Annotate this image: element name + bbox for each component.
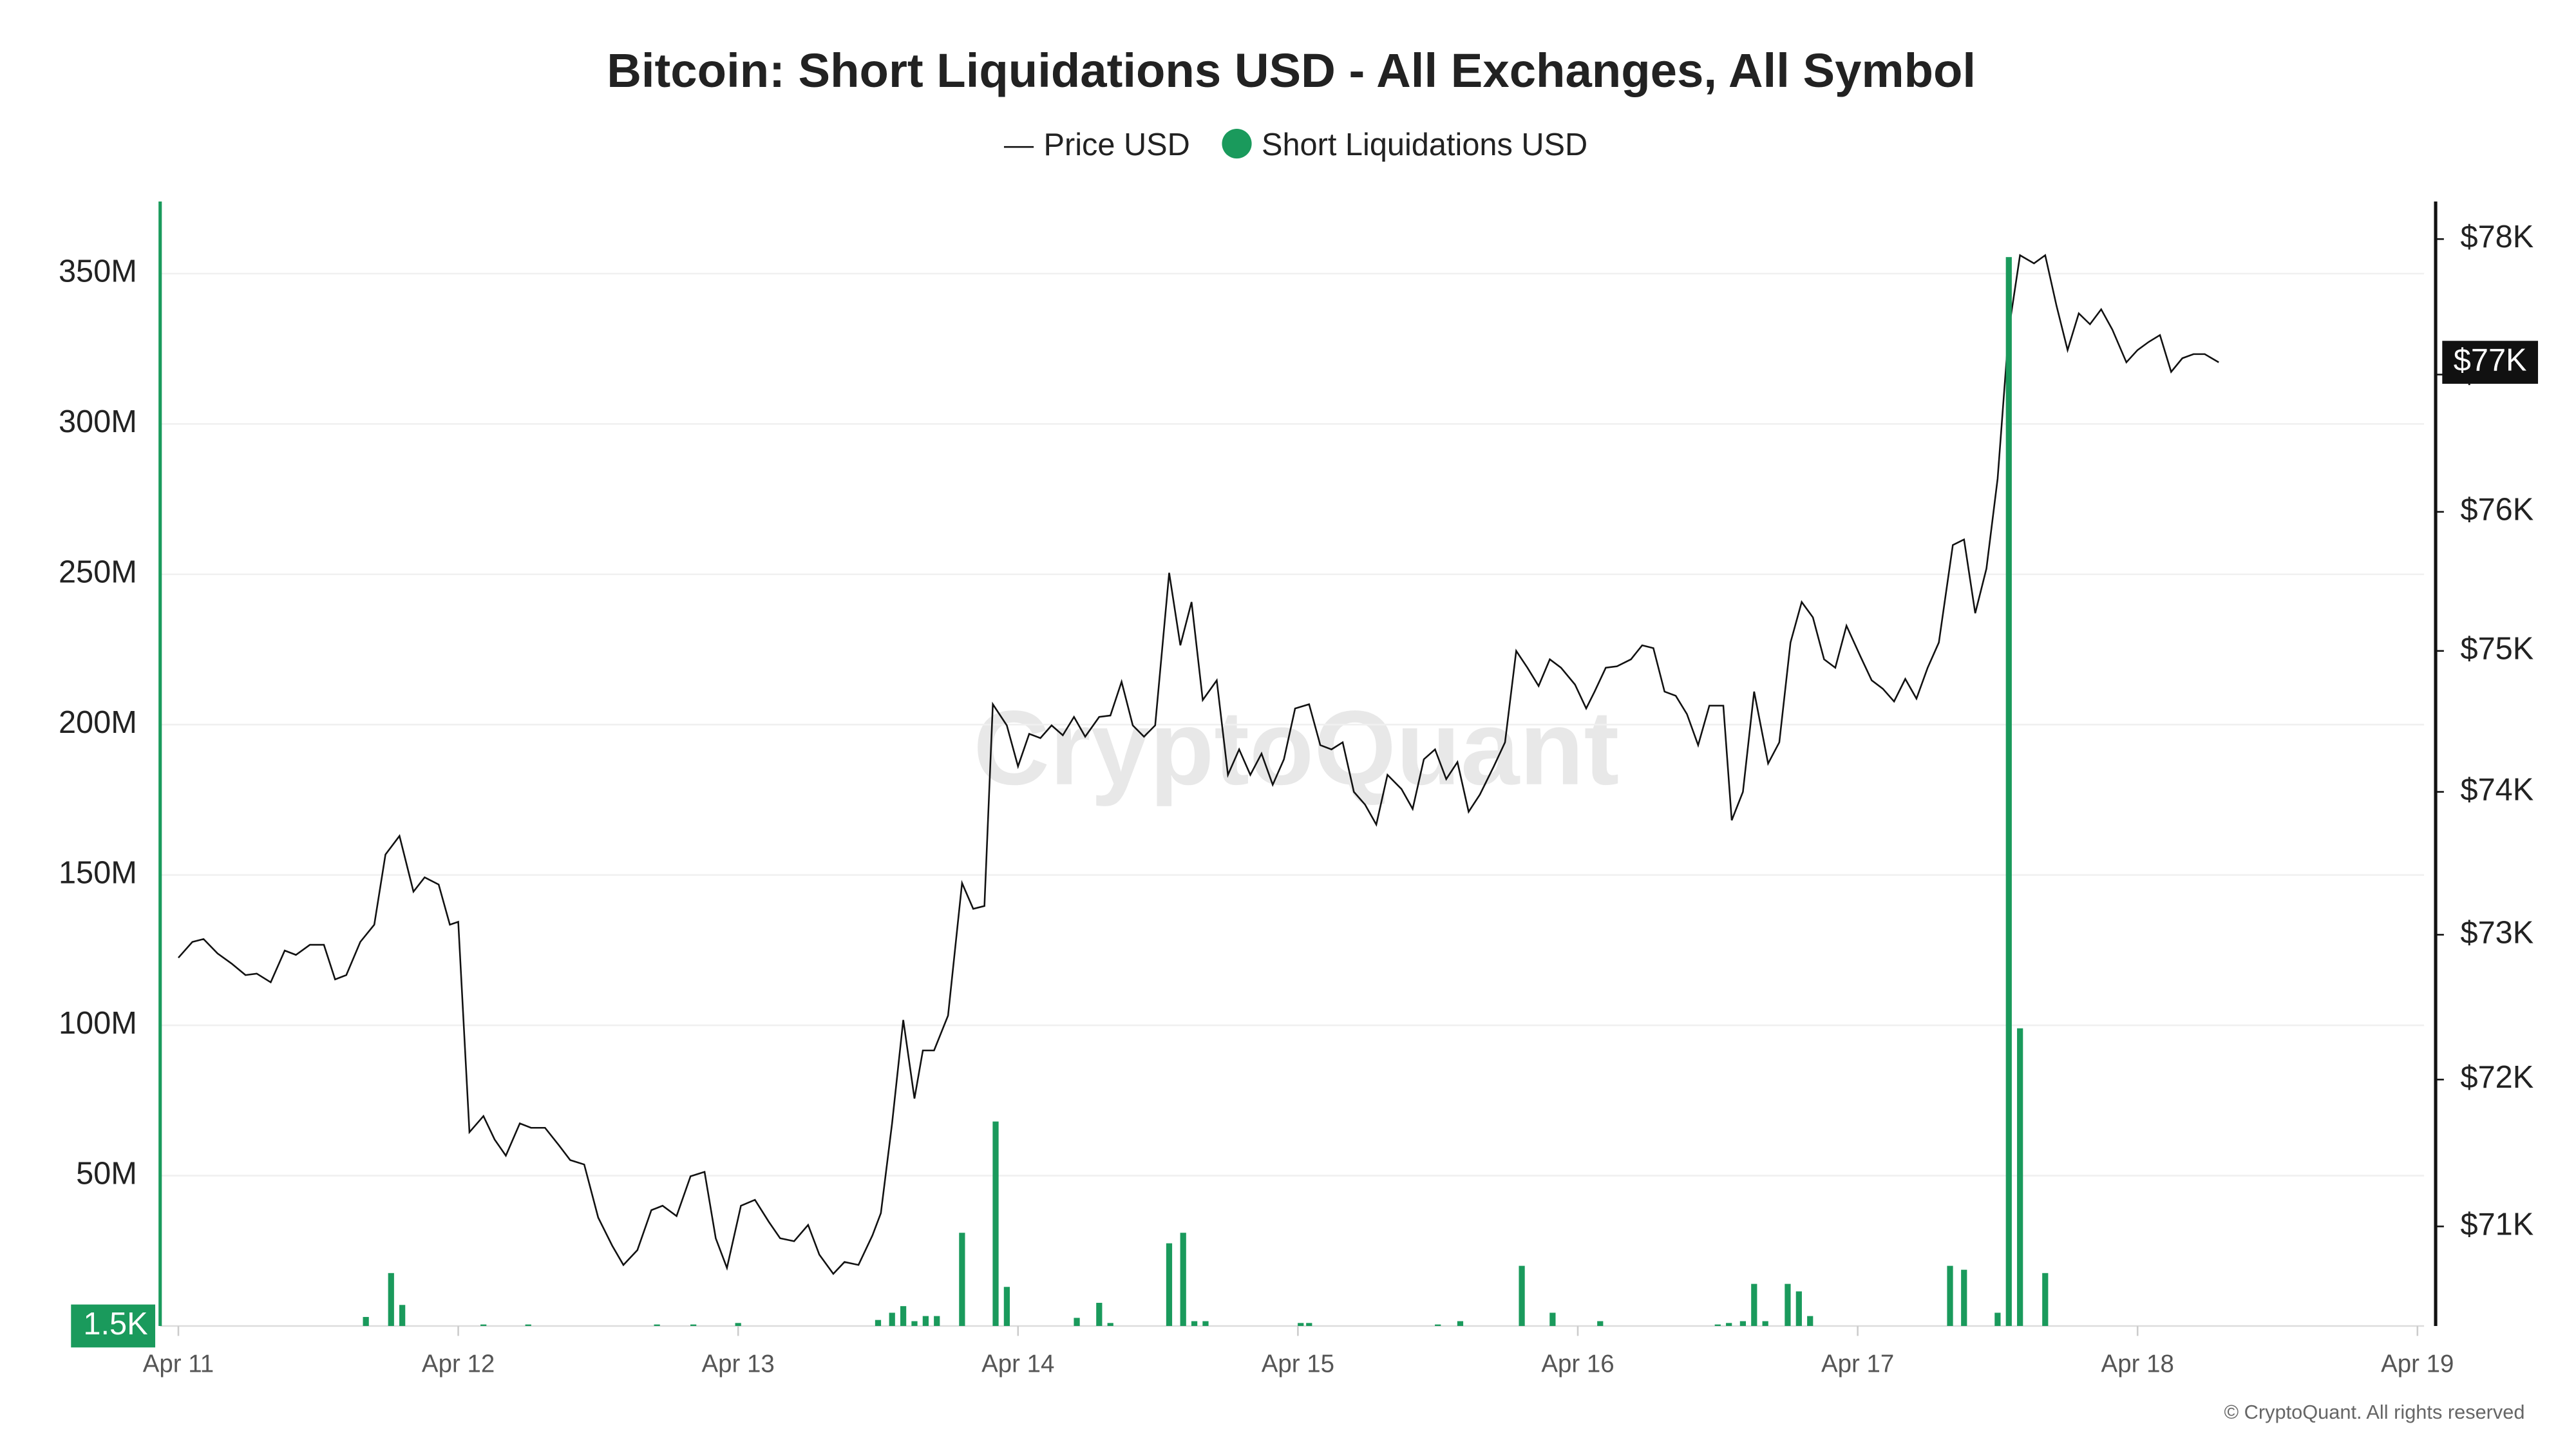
y2-tick-label: $74K <box>2461 772 2534 807</box>
bar <box>363 1316 369 1326</box>
y-tick-label: 250M <box>59 555 137 590</box>
x-tick-label: Apr 19 <box>2381 1350 2454 1378</box>
legend: Price USD Short Liquidations USD <box>1003 128 1587 162</box>
chart-title: Bitcoin: Short Liquidations USD - All Ex… <box>607 44 1976 97</box>
bar <box>1306 1323 1312 1326</box>
bar <box>1714 1324 1721 1326</box>
bar <box>1785 1283 1791 1326</box>
bar <box>399 1305 406 1326</box>
y2-tick-label: $75K <box>2461 632 2534 667</box>
bar <box>2042 1273 2049 1326</box>
bar <box>480 1324 487 1326</box>
bar <box>1180 1233 1186 1326</box>
bar <box>690 1324 697 1326</box>
last-value-label: 1.5K <box>83 1307 147 1341</box>
last-value-box <box>71 1304 156 1348</box>
bar <box>1739 1321 1747 1326</box>
y-tick-label: 100M <box>59 1006 137 1041</box>
bar <box>2005 257 2012 1326</box>
y-tick-label: 350M <box>59 254 137 289</box>
legend-label: Price USD <box>1044 128 1190 162</box>
bar <box>1807 1316 1814 1326</box>
y-tick-label: 300M <box>59 404 137 439</box>
bar <box>911 1321 918 1326</box>
bar <box>1597 1321 1604 1326</box>
x-tick-label: Apr 16 <box>1541 1350 1614 1378</box>
bar <box>1947 1265 1953 1326</box>
bar <box>1074 1318 1080 1326</box>
y2-tick-label: $71K <box>2461 1207 2534 1242</box>
bar <box>922 1316 929 1326</box>
bar <box>388 1273 394 1326</box>
bar <box>875 1320 882 1326</box>
y-tick-label: 150M <box>59 856 137 891</box>
bar <box>2017 1028 2023 1326</box>
bar <box>959 1233 965 1326</box>
bar <box>1994 1312 2001 1326</box>
legend-label: Short Liquidations USD <box>1262 128 1587 162</box>
bar <box>1549 1312 1556 1326</box>
price-line <box>178 254 2219 1276</box>
bar <box>889 1312 895 1326</box>
y-tick-label: 50M <box>76 1156 137 1191</box>
bar <box>1751 1283 1757 1326</box>
bar <box>1298 1323 1304 1326</box>
y2-tick-label: $78K <box>2461 220 2534 254</box>
bar <box>1003 1287 1010 1326</box>
bar <box>1961 1269 1967 1326</box>
x-tick-label: Apr 15 <box>1262 1350 1334 1378</box>
bar <box>1435 1324 1441 1326</box>
bar <box>654 1324 660 1326</box>
bar <box>1762 1321 1768 1326</box>
bar <box>992 1121 999 1326</box>
y2-tick-label: $72K <box>2461 1060 2534 1095</box>
bar <box>900 1306 907 1326</box>
legend-dot <box>1222 129 1252 159</box>
bar <box>1096 1303 1103 1326</box>
bar <box>1795 1291 1802 1326</box>
y2-tick-label: $73K <box>2461 915 2534 950</box>
y2-tick-label: $76K <box>2461 493 2534 527</box>
bar <box>525 1324 531 1326</box>
last-price-label: $77K <box>2454 343 2527 377</box>
watermark: CryptoQuant <box>973 688 1619 807</box>
x-tick-label: Apr 18 <box>2101 1350 2174 1378</box>
x-tick-label: Apr 14 <box>981 1350 1054 1378</box>
bar <box>1191 1321 1198 1326</box>
bar <box>934 1316 940 1326</box>
x-tick-label: Apr 11 <box>143 1350 214 1378</box>
last-price-box <box>2442 341 2539 384</box>
bar <box>1457 1321 1464 1326</box>
bar <box>1166 1243 1173 1326</box>
bar <box>1107 1323 1113 1326</box>
x-tick-label: Apr 17 <box>1821 1350 1894 1378</box>
bar <box>1726 1323 1732 1326</box>
bar <box>1519 1265 1525 1326</box>
x-tick-label: Apr 13 <box>702 1350 775 1378</box>
x-tick-label: Apr 12 <box>422 1350 495 1378</box>
y-tick-label: 200M <box>59 705 137 740</box>
bar <box>735 1323 741 1326</box>
bar <box>1202 1321 1209 1326</box>
footer: © CryptoQuant. All rights reserved <box>2224 1401 2524 1423</box>
